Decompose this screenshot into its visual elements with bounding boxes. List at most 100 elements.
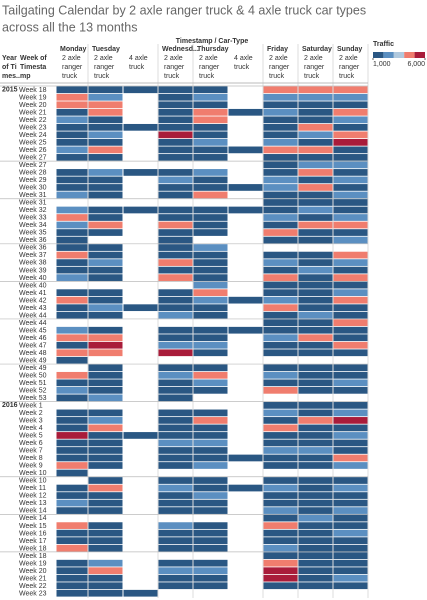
week-label: Week 34 — [19, 222, 47, 229]
year-label: 2016 — [2, 402, 18, 409]
heat-cell — [298, 289, 333, 297]
heat-cell — [56, 274, 88, 281]
heat-cell — [263, 386, 298, 394]
heat-cell — [56, 116, 88, 124]
heat-cell — [298, 169, 333, 176]
heat-cell — [263, 341, 298, 349]
heat-cell — [333, 108, 368, 116]
heat-cell — [333, 582, 368, 590]
heat-cell — [88, 206, 123, 214]
heat-cell — [56, 326, 88, 334]
heat-cell — [193, 139, 228, 146]
heat-cell — [193, 529, 228, 537]
car-type-label: truck — [62, 73, 78, 80]
week-label: Week 43 — [19, 305, 47, 312]
heat-cell — [263, 296, 298, 304]
heat-cell — [263, 304, 298, 312]
heat-cell — [263, 432, 298, 439]
heat-cell — [263, 582, 298, 590]
heat-cell — [56, 386, 88, 394]
heat-cell — [333, 259, 368, 266]
heat-cell — [158, 131, 193, 139]
heat-cell — [298, 371, 333, 379]
heat-cell — [193, 266, 228, 274]
heat-cell — [158, 522, 193, 529]
heat-cell — [56, 86, 88, 94]
week-label: Week 25 — [19, 140, 47, 147]
car-type-label: 2 axle — [304, 55, 323, 62]
heat-cell — [298, 319, 333, 327]
heat-cell — [333, 507, 368, 514]
heat-cell — [88, 176, 123, 184]
heat-cell — [333, 492, 368, 499]
week-label: Week 53 — [19, 395, 47, 402]
heat-cell — [333, 409, 368, 417]
heat-cell — [333, 191, 368, 199]
heat-cell — [56, 394, 88, 402]
heat-cell — [158, 386, 193, 394]
heat-cell — [333, 454, 368, 462]
heat-cell — [158, 447, 193, 454]
week-label: Week 45 — [19, 327, 47, 334]
week-label: Week 49 — [19, 365, 47, 372]
heat-cell — [193, 154, 228, 161]
heat-cell — [158, 334, 193, 342]
heat-cell — [193, 567, 228, 575]
heat-cell — [263, 462, 298, 469]
heat-cell — [158, 244, 193, 251]
heat-cell — [158, 214, 193, 221]
heat-cell — [56, 311, 88, 319]
heat-cell — [88, 326, 123, 334]
heat-cell — [88, 349, 123, 357]
week-label: Week 20 — [19, 568, 47, 575]
week-label: Week 22 — [19, 117, 47, 124]
heat-cell — [123, 86, 158, 94]
heat-cell — [263, 108, 298, 116]
heat-cell — [298, 567, 333, 575]
heat-cell — [123, 169, 158, 176]
heat-cell — [263, 364, 298, 372]
week-label: Week 21 — [19, 109, 47, 116]
heat-cell — [263, 169, 298, 176]
heat-cell — [298, 379, 333, 387]
heat-cell — [298, 326, 333, 334]
heat-cell — [56, 462, 88, 469]
heat-cell — [263, 552, 298, 560]
heat-cell — [298, 484, 333, 492]
heat-cell — [56, 507, 88, 514]
week-label: Week 16 — [19, 530, 47, 537]
heat-cell — [263, 131, 298, 139]
car-type-label: ranger — [62, 64, 83, 71]
heat-cell — [56, 289, 88, 297]
week-label: Week 27 — [19, 162, 47, 169]
day-label: Monday — [60, 46, 87, 53]
week-label: Week 9 — [19, 463, 43, 470]
heat-cell — [193, 123, 228, 131]
heat-cell — [298, 191, 333, 199]
heat-cell — [88, 266, 123, 274]
heat-cell — [88, 131, 123, 139]
heat-cell — [193, 146, 228, 154]
heat-cell — [88, 214, 123, 221]
heat-cell — [158, 409, 193, 417]
heat-cell — [56, 206, 88, 214]
heat-cell — [123, 432, 158, 439]
week-label: Week 31 — [19, 200, 47, 207]
heat-cell — [88, 123, 123, 131]
heat-cell — [193, 341, 228, 349]
heat-cell — [298, 86, 333, 94]
heat-cell — [158, 108, 193, 116]
heat-cell — [298, 552, 333, 560]
week-label: Week 37 — [19, 252, 47, 259]
heat-cell — [333, 86, 368, 94]
heat-cell — [298, 424, 333, 432]
heat-cell — [298, 582, 333, 590]
heat-cell — [333, 386, 368, 394]
week-label: Week 27 — [19, 155, 47, 162]
heat-cell — [263, 334, 298, 342]
week-label: Week 30 — [19, 185, 47, 192]
heat-cell — [298, 537, 333, 544]
heat-cell — [193, 417, 228, 424]
heat-cell — [298, 507, 333, 514]
heat-cell — [298, 432, 333, 439]
